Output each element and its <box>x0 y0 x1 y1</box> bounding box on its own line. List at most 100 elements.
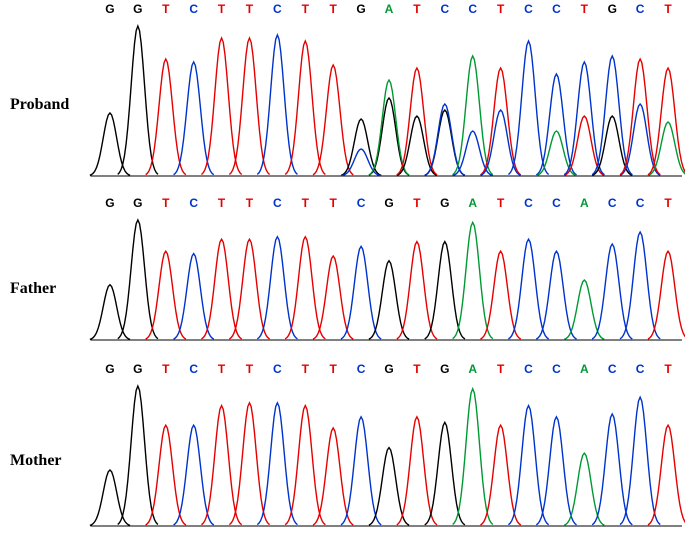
mother-base-14: T <box>497 362 504 376</box>
proband-base-6: C <box>273 2 282 16</box>
father-base-2: T <box>162 196 169 210</box>
father-base-9: C <box>357 196 366 210</box>
proband-peak-17-T <box>564 116 604 175</box>
proband-base-15: C <box>524 2 533 16</box>
mother-peak-13-A <box>453 389 493 525</box>
mother-base-9: C <box>357 362 366 376</box>
father-peak-15-C <box>508 239 548 339</box>
mother-chromatogram <box>0 380 685 528</box>
mother-peak-19-C <box>620 397 660 524</box>
proband-base-16: C <box>552 2 561 16</box>
proband-base-5: T <box>246 2 253 16</box>
proband-peak-19-T <box>620 59 660 175</box>
father-base-20: T <box>664 196 671 210</box>
proband-peak-1-G <box>118 26 158 174</box>
proband-peak-13-A <box>453 56 493 175</box>
father-peak-6-C <box>257 237 297 339</box>
father-base-15: C <box>524 196 533 210</box>
mother-peak-5-T <box>229 403 269 525</box>
father-base-19: C <box>636 196 645 210</box>
mother-base-5: T <box>246 362 253 376</box>
proband-chromatogram <box>0 20 685 178</box>
father-sequence-row: GGTCTTCTTCGTGATCCACCT <box>0 196 685 214</box>
mother-peak-0-G <box>90 470 130 525</box>
father-peak-9-C <box>341 246 381 339</box>
proband-peak-11-T <box>397 68 437 175</box>
mother-base-11: T <box>413 362 420 376</box>
father-peak-4-T <box>201 239 241 339</box>
father-peak-1-G <box>118 220 158 339</box>
mother-base-16: C <box>552 362 561 376</box>
proband-peak-4-T <box>201 38 241 174</box>
mother-base-8: T <box>330 362 337 376</box>
proband-base-17: T <box>581 2 588 16</box>
mother-sequence-row: GGTCTTCTTCGTGATCCACCT <box>0 362 685 380</box>
proband-peak-7-T <box>285 41 325 175</box>
mother-base-10: G <box>384 362 393 376</box>
father-base-13: A <box>468 196 477 210</box>
mother-base-6: C <box>273 362 282 376</box>
father-base-5: T <box>246 196 253 210</box>
proband-base-13: C <box>468 2 477 16</box>
father-base-14: T <box>497 196 504 210</box>
proband-base-20: T <box>664 2 671 16</box>
father-base-12: G <box>440 196 449 210</box>
proband-base-8: T <box>330 2 337 16</box>
mother-base-0: G <box>105 362 114 376</box>
mother-base-20: T <box>664 362 671 376</box>
father-base-18: C <box>608 196 617 210</box>
mother-base-2: T <box>162 362 169 376</box>
mother-base-17: A <box>580 362 589 376</box>
mother-base-18: C <box>608 362 617 376</box>
father-base-8: T <box>330 196 337 210</box>
father-base-17: A <box>580 196 589 210</box>
proband-sequence-row: GGTCTTCTTGATCCTCCTGCT <box>0 2 685 20</box>
proband-base-0: G <box>105 2 114 16</box>
proband-base-4: T <box>218 2 225 16</box>
father-peak-19-C <box>620 232 660 339</box>
proband-peak-0-G <box>90 113 130 175</box>
proband-peak-6-C <box>257 35 297 174</box>
father-base-16: C <box>552 196 561 210</box>
proband-base-7: T <box>302 2 309 16</box>
father-peak-0-G <box>90 285 130 340</box>
father-base-3: C <box>189 196 198 210</box>
father-peak-11-T <box>397 242 437 339</box>
mother-peak-1-G <box>118 386 158 524</box>
mother-peak-4-T <box>201 406 241 525</box>
father-chromatogram <box>0 214 685 342</box>
proband-base-19: C <box>636 2 645 16</box>
mother-base-19: C <box>636 362 645 376</box>
father-base-7: T <box>302 196 309 210</box>
proband-base-14: T <box>497 2 504 16</box>
father-base-10: G <box>384 196 393 210</box>
mother-base-13: A <box>468 362 477 376</box>
proband-peak-15-C <box>508 41 548 175</box>
mother-base-1: G <box>133 362 142 376</box>
proband-base-18: G <box>608 2 617 16</box>
father-peak-7-T <box>285 237 325 339</box>
proband-peak-17-C <box>564 62 604 175</box>
mother-peak-11-T <box>397 417 437 525</box>
father-peak-5-T <box>229 239 269 339</box>
father-base-1: G <box>133 196 142 210</box>
father-base-0: G <box>105 196 114 210</box>
mother-peak-6-C <box>257 403 297 525</box>
mother-peak-9-C <box>341 417 381 525</box>
mother-base-15: C <box>524 362 533 376</box>
proband-base-11: T <box>413 2 420 16</box>
mother-base-3: C <box>189 362 198 376</box>
mother-base-12: G <box>440 362 449 376</box>
mother-peak-15-C <box>508 406 548 525</box>
father-base-6: C <box>273 196 282 210</box>
father-peak-13-A <box>453 222 493 338</box>
father-base-11: T <box>413 196 420 210</box>
proband-base-2: T <box>162 2 169 16</box>
proband-base-3: C <box>189 2 198 16</box>
mother-peak-7-T <box>285 406 325 525</box>
proband-peak-5-T <box>229 38 269 174</box>
proband-base-10: A <box>385 2 394 16</box>
father-base-4: T <box>218 196 225 210</box>
mother-base-4: T <box>218 362 225 376</box>
proband-base-12: C <box>440 2 449 16</box>
